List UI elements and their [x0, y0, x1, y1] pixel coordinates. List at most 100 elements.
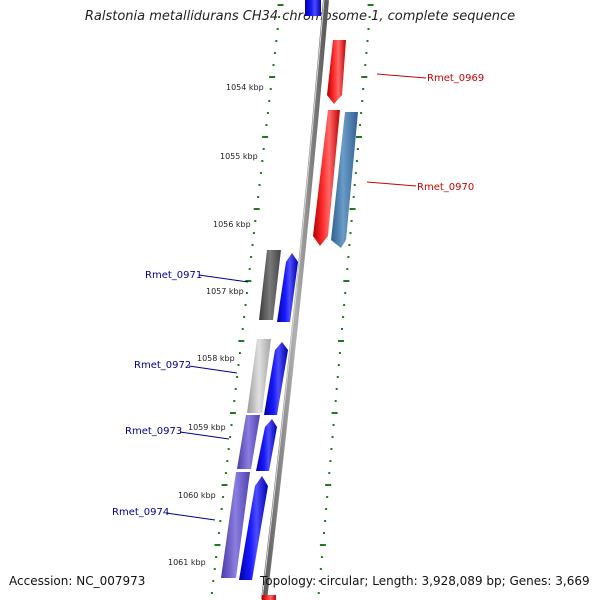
inner-ring-tick	[257, 196, 260, 198]
outer-ring-tick	[362, 88, 365, 90]
inner-ring-tick	[275, 40, 278, 42]
outer-ring-tick	[349, 232, 352, 234]
outer-ring-tick	[324, 520, 327, 522]
inner-ring-tick	[217, 532, 220, 534]
gene-rmet-0972-grey	[247, 339, 271, 413]
outer-ring-tick	[318, 580, 321, 582]
inner-ring-tick	[250, 256, 253, 258]
inner-ring-tick	[238, 352, 241, 354]
gene-rmet-0973-purple	[237, 415, 260, 469]
inner-ring-tick	[278, 16, 281, 18]
tick-label-1059: 1059 kbp	[188, 423, 226, 432]
inner-ring-tick	[265, 124, 268, 126]
outer-ring-tick	[336, 376, 339, 378]
tick-label-1057: 1057 kbp	[206, 287, 244, 296]
callout-rmet-0970	[366, 181, 417, 187]
chromosome-backbone	[261, 0, 329, 600]
outer-ring-tick	[331, 436, 334, 438]
inner-ring-tick	[229, 436, 232, 438]
tick-label-1054: 1054 kbp	[226, 83, 264, 92]
gene-label-rmet-0969[interactable]: Rmet_0969	[427, 73, 484, 84]
gene-rmet-0974-purple	[221, 472, 250, 578]
outer-ring-tick	[367, 4, 374, 6]
outer-ring-tick	[325, 508, 328, 510]
inner-ring-tick	[212, 580, 215, 582]
outer-ring-tick	[337, 364, 340, 366]
tick-label-1056: 1056 kbp	[213, 220, 251, 229]
outer-ring-tick	[365, 52, 368, 54]
outer-ring-tick	[354, 172, 357, 174]
inner-ring-tick	[258, 184, 261, 186]
inner-ring-tick	[210, 592, 213, 594]
tick-label-1061: 1061 kbp	[168, 558, 206, 567]
inner-ring-tick	[261, 160, 264, 162]
outer-ring-tick	[367, 28, 370, 30]
tick-rings	[210, 4, 374, 594]
inner-ring-tick	[224, 472, 227, 474]
outer-ring-tick	[332, 424, 335, 426]
callout-rmet-0972	[188, 365, 238, 374]
gene-label-rmet-0974[interactable]: Rmet_0974	[112, 507, 169, 518]
inner-ring-tick	[248, 268, 251, 270]
outer-ring-tick	[368, 16, 371, 18]
outer-ring-tick	[355, 160, 358, 162]
inner-ring-tick	[222, 496, 225, 498]
inner-ring-tick	[220, 508, 223, 510]
outer-ring-tick	[326, 496, 329, 498]
outer-ring-tick	[343, 304, 346, 306]
tick-label-1055: 1055 kbp	[220, 152, 258, 161]
callout-rmet-0969	[376, 73, 427, 79]
inner-ring-tick	[268, 100, 271, 102]
outer-ring-tick	[330, 448, 333, 450]
gene-label-rmet-0971[interactable]: Rmet_0971	[145, 270, 202, 281]
chromosome-backbone-highlight	[261, 0, 325, 600]
inner-ring-tick	[276, 28, 279, 30]
outer-ring-tick	[319, 568, 322, 570]
outer-ring-tick	[325, 484, 332, 486]
outer-ring-tick	[328, 472, 331, 474]
outer-ring-tick	[349, 208, 356, 210]
outer-ring-tick	[320, 556, 323, 558]
outer-ring-tick	[331, 412, 338, 414]
gene-rmet-0970	[313, 110, 340, 246]
map-title: Ralstonia metallidurans CH34 chromosome …	[84, 9, 516, 24]
outer-ring-tick	[352, 196, 355, 198]
inner-ring-tick	[266, 112, 269, 114]
inner-ring-tick	[219, 520, 222, 522]
inner-ring-tick	[215, 556, 218, 558]
inner-ring-tick	[245, 280, 252, 282]
gene-partial-bottom	[262, 595, 276, 600]
outer-ring-tick	[356, 136, 362, 138]
inner-ring-tick	[234, 388, 237, 390]
inner-ring-tick	[253, 208, 260, 210]
inner-ring-tick	[269, 76, 276, 78]
gene-label-rmet-0973[interactable]: Rmet_0973	[125, 426, 182, 437]
outer-ring-tick	[350, 220, 353, 222]
inner-ring-tick	[229, 412, 236, 414]
outer-ring-tick	[346, 268, 349, 270]
inner-ring-tick	[251, 244, 254, 246]
gene-rmet-0973	[256, 419, 277, 471]
gene-label-rmet-0970[interactable]: Rmet_0970	[417, 182, 474, 193]
outer-ring-tick	[361, 76, 368, 78]
inner-ring-tick	[273, 52, 276, 54]
outer-ring-tick	[317, 592, 320, 594]
inner-ring-tick	[237, 364, 240, 366]
tick-label-1058: 1058 kbp	[197, 354, 235, 363]
outer-ring-tick	[348, 244, 351, 246]
inner-ring-tick	[238, 340, 245, 342]
inner-ring-tick	[252, 232, 255, 234]
outer-ring-tick	[319, 544, 326, 546]
inner-ring-tick	[244, 304, 247, 306]
inner-ring-tick	[259, 172, 262, 174]
inner-ring-tick	[272, 64, 275, 66]
inner-ring-tick	[243, 316, 246, 318]
gene-label-rmet-0972[interactable]: Rmet_0972	[134, 360, 191, 371]
gene-rmet-0972	[264, 342, 288, 415]
outer-ring-tick	[334, 400, 337, 402]
inner-ring-tick	[241, 328, 244, 330]
inner-ring-tick	[221, 484, 228, 486]
outer-ring-tick	[360, 112, 363, 114]
